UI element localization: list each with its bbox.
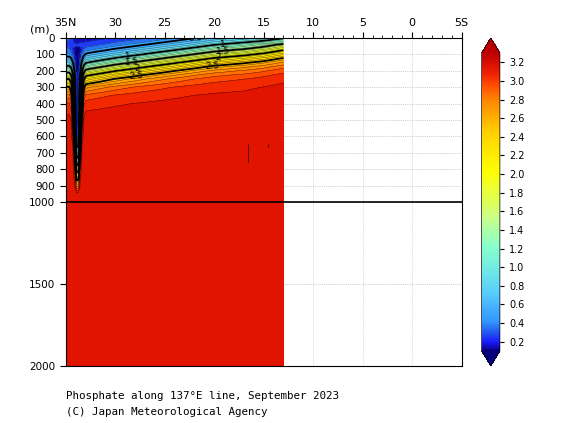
Text: (C) Japan Meteorological Agency: (C) Japan Meteorological Agency	[66, 407, 267, 417]
Text: Phosphate along 137°E line, September 2023: Phosphate along 137°E line, September 20…	[66, 391, 339, 401]
Text: 2: 2	[133, 63, 140, 73]
Text: 0.5: 0.5	[188, 33, 203, 43]
Text: 1.5: 1.5	[215, 46, 230, 56]
Text: 2: 2	[215, 53, 221, 62]
PathPatch shape	[482, 351, 500, 366]
Text: 2.5: 2.5	[128, 71, 143, 81]
Text: 1: 1	[219, 40, 226, 49]
Text: (m): (m)	[30, 25, 50, 35]
Text: 1.5: 1.5	[124, 58, 140, 68]
PathPatch shape	[482, 38, 500, 53]
Text: 2.5: 2.5	[205, 61, 219, 71]
Text: 1: 1	[124, 52, 131, 61]
